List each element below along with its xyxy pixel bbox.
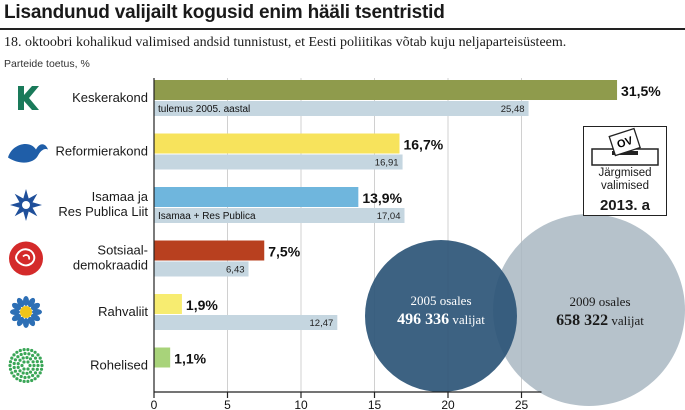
previous-value-label: 25,48 bbox=[501, 104, 525, 115]
x-tick-label: 0 bbox=[151, 398, 158, 410]
next-election-box: OV Järgmised valimised 2013. a bbox=[583, 126, 667, 216]
party-label: demokraadid bbox=[73, 258, 148, 273]
bar-current bbox=[154, 348, 170, 368]
x-tick-label: 5 bbox=[224, 398, 231, 410]
next-election-label: Järgmised valimised bbox=[584, 167, 666, 193]
bar-value-label: 13,9% bbox=[362, 190, 402, 206]
previous-value-label: 12,47 bbox=[310, 318, 334, 329]
bar-current bbox=[154, 80, 617, 100]
rohelised-dots-icon bbox=[8, 348, 43, 383]
next-election-year: 2013. a bbox=[584, 197, 666, 214]
bar-value-label: 1,1% bbox=[174, 351, 206, 367]
party-label: Rahvaliit bbox=[98, 304, 148, 319]
sde-rose-icon bbox=[9, 242, 43, 276]
party-label: Sotsiaal- bbox=[97, 243, 148, 258]
keskerakond-logo-icon bbox=[18, 86, 39, 110]
x-tick-label: 10 bbox=[294, 398, 308, 410]
turnout-2009-circle bbox=[493, 214, 685, 406]
x-tick-label: 20 bbox=[441, 398, 455, 410]
previous-value-label: 6,43 bbox=[226, 265, 245, 276]
party-label: Res Publica Liit bbox=[58, 204, 148, 219]
rahvaliit-flower-icon bbox=[10, 296, 42, 328]
party-label: Isamaa ja bbox=[92, 189, 149, 204]
reformierakond-squirrel-icon bbox=[8, 144, 48, 163]
turnout-2009-label: 2009 osales bbox=[569, 294, 630, 309]
previous-value-label: 17,04 bbox=[377, 211, 401, 222]
ballot-box-icon: OV bbox=[584, 127, 666, 167]
party-label: Keskerakond bbox=[72, 90, 148, 105]
bar-previous bbox=[154, 155, 403, 170]
x-tick-label: 25 bbox=[515, 398, 529, 410]
turnout-bubbles: 2005 osales 496 336 valijat 2009 osales … bbox=[365, 214, 685, 406]
bar-value-label: 1,9% bbox=[186, 297, 218, 313]
irl-star-icon bbox=[10, 189, 42, 221]
party-label: Rohelised bbox=[90, 358, 148, 373]
bar-current bbox=[154, 187, 358, 207]
turnout-2009-value: 658 322 valijat bbox=[556, 312, 644, 329]
bar-value-label: 16,7% bbox=[403, 137, 443, 153]
bar-current bbox=[154, 134, 399, 154]
turnout-2005-value: 496 336 valijat bbox=[397, 311, 485, 328]
previous-note-label: Isamaa + Res Publica bbox=[158, 211, 256, 222]
party-icons bbox=[8, 86, 48, 383]
party-label: Reformierakond bbox=[56, 144, 149, 159]
bar-value-label: 7,5% bbox=[268, 244, 300, 260]
x-tick-label: 15 bbox=[368, 398, 382, 410]
turnout-2005-label: 2005 osales bbox=[410, 293, 471, 308]
previous-note-label: tulemus 2005. aastal bbox=[158, 104, 250, 115]
previous-value-label: 16,91 bbox=[375, 158, 399, 169]
bar-current bbox=[154, 294, 182, 314]
bar-current bbox=[154, 241, 264, 261]
bar-value-label: 31,5% bbox=[621, 83, 661, 99]
